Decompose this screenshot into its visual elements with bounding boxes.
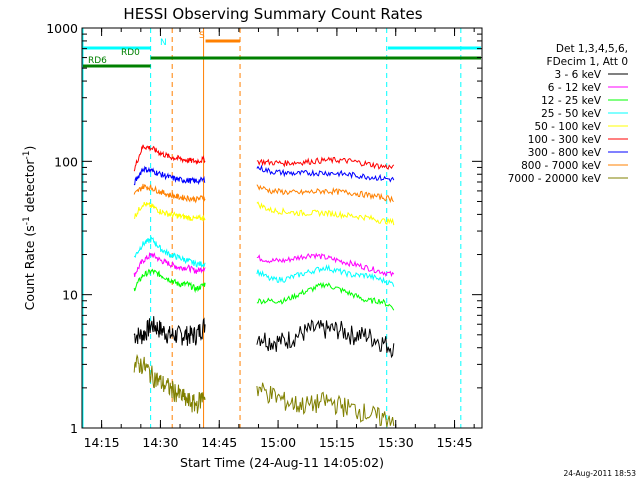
y-axis: 1 10 100 1000 xyxy=(46,21,482,436)
y-axis-label-sup2: -1 xyxy=(22,151,32,160)
y-axis-label-end: ) xyxy=(22,146,37,151)
series-line-8-part1 xyxy=(133,353,206,414)
plot-frame xyxy=(81,27,483,429)
x-tick-label-4: 15:15 xyxy=(319,435,355,450)
legend-entry-label-0: 3 - 6 keV xyxy=(554,69,601,81)
legend-entry-label-4: 50 - 100 keV xyxy=(534,121,601,133)
legend-entry-label-6: 300 - 800 keV xyxy=(528,147,602,159)
flag-label-n: N xyxy=(160,38,167,48)
series-line-7-part1 xyxy=(133,183,206,204)
y-tick-label-2: 100 xyxy=(54,154,78,169)
series-line-7-part2 xyxy=(256,184,395,204)
legend-entry-label-2: 12 - 25 keV xyxy=(541,95,602,107)
x-tick-label-0: 14:15 xyxy=(84,435,120,450)
y-tick-label-3: 1000 xyxy=(46,21,78,36)
flag-label-rd0: RD0 xyxy=(121,48,140,58)
series-line-0-part2 xyxy=(256,319,395,359)
legend-header-line-0: Det 1,3,4,5,6, xyxy=(556,43,628,55)
series-line-6-part1 xyxy=(133,165,206,186)
series-line-8-part2 xyxy=(256,382,395,427)
y-axis-label-sup1: -1 xyxy=(22,216,32,225)
series-line-0-part1 xyxy=(133,316,206,346)
y-axis-label-main: Count Rate (s xyxy=(22,225,37,310)
plot-area: N S RD0 RD6 xyxy=(82,28,481,428)
legend-header-line-1: FDecim 1, Att 0 xyxy=(547,56,628,68)
x-tick-label-3: 15:00 xyxy=(260,435,296,450)
series-line-3-part1 xyxy=(133,236,206,268)
legend: Det 1,3,4,5,6,FDecim 1, Att 03 - 6 keV6 … xyxy=(508,43,628,185)
series-line-1-part2 xyxy=(256,252,395,278)
footer-date: 24-Aug-2011 18:53 xyxy=(563,469,636,478)
series-line-3-part2 xyxy=(256,264,395,287)
y-axis-label-mid: detector xyxy=(22,159,37,217)
flag-label-rd6: RD6 xyxy=(88,56,107,66)
x-tick-label-5: 15:30 xyxy=(378,435,414,450)
series-line-5-part2 xyxy=(256,156,395,170)
x-tick-label-2: 14:45 xyxy=(201,435,237,450)
y-tick-label-1: 10 xyxy=(62,288,78,303)
legend-entry-label-7: 800 - 7000 keV xyxy=(521,160,602,172)
chart-title: HESSI Observing Summary Count Rates xyxy=(123,5,422,23)
x-tick-label-1: 14:30 xyxy=(142,435,178,450)
y-tick-label-0: 1 xyxy=(70,421,78,436)
legend-entry-label-3: 25 - 50 keV xyxy=(541,108,602,120)
series-line-2-part2 xyxy=(256,281,395,311)
x-tick-label-6: 15:45 xyxy=(437,435,473,450)
legend-entry-label-5: 100 - 300 keV xyxy=(528,134,602,146)
series-line-2-part1 xyxy=(133,268,206,294)
y-axis-label: Count Rate (s-1 detector-1) xyxy=(22,146,37,311)
series-line-4-part2 xyxy=(256,201,395,226)
flag-label-s: S xyxy=(199,31,205,41)
x-axis: 14:15 14:30 14:45 15:00 15:15 15:30 15:45 xyxy=(81,28,475,450)
series-line-6-part2 xyxy=(256,164,395,183)
x-axis-label: Start Time (24-Aug-11 14:05:02) xyxy=(180,455,384,470)
series-line-1-part1 xyxy=(133,251,206,277)
series-line-5-part1 xyxy=(133,144,206,172)
legend-entry-label-8: 7000 - 20000 keV xyxy=(508,173,602,185)
series-line-4-part1 xyxy=(133,201,206,222)
legend-entry-label-1: 6 - 12 keV xyxy=(548,82,602,94)
